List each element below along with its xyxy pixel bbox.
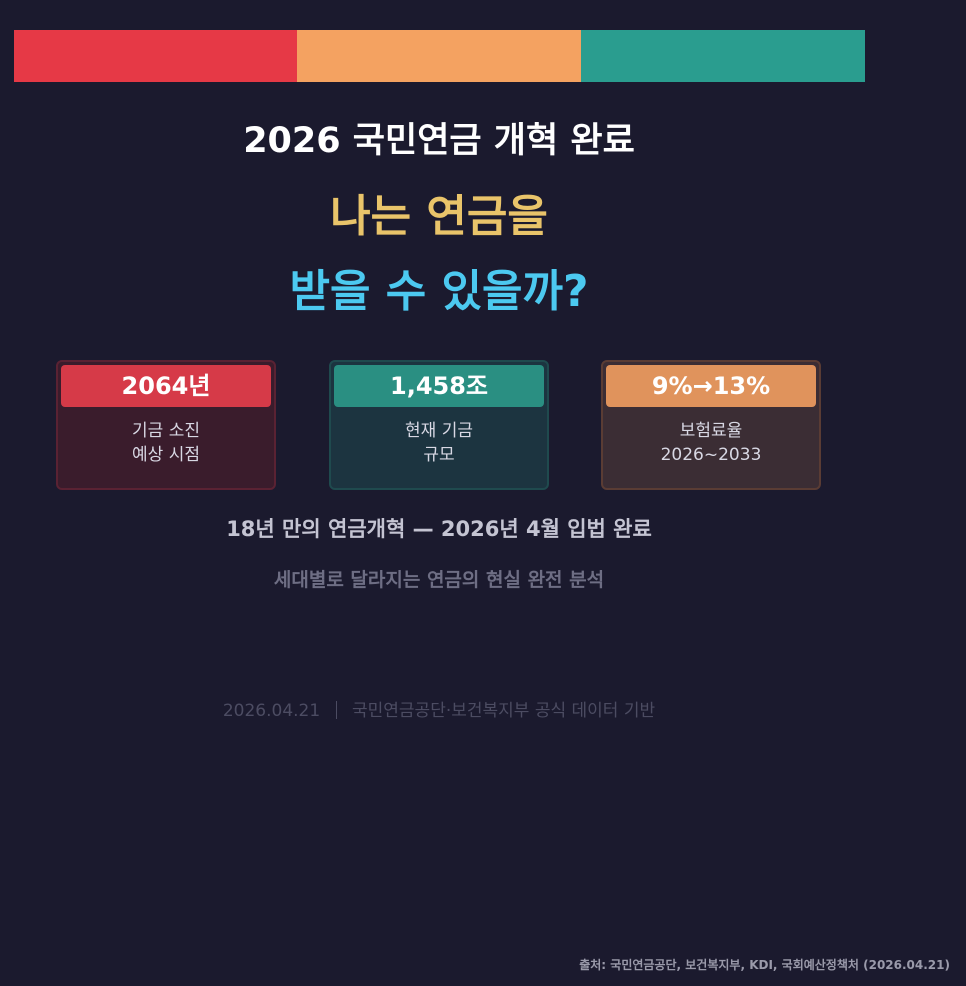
tagline: 세대별로 달라지는 연금의 현실 완전 분석 (273, 569, 605, 591)
card-value: 2064년 (61, 365, 271, 407)
stripe (297, 30, 581, 82)
card: 9%→13% 보험료율 2026~2033 (601, 360, 821, 490)
card-label: 보험료율 2026~2033 (603, 419, 819, 467)
card-value: 9%→13% (606, 365, 816, 407)
footer-date: 2026.04.21 (222, 701, 321, 721)
footer: 2026.04.21 국민연금공단·보건복지부 공식 데이터 기반 (0, 696, 878, 721)
stripe (14, 30, 298, 82)
footer-note: 국민연금공단·보건복지부 공식 데이터 기반 (352, 701, 656, 721)
subtitle: 18년 만의 연금개혁 — 2026년 4월 입법 완료 (226, 517, 652, 541)
title: 2026 국민연금 개혁 완료 (243, 121, 635, 161)
label-line: 기금 소진 (132, 421, 200, 441)
separator (335, 701, 337, 719)
label-line: 예상 시점 (132, 445, 200, 465)
label-line: 2026~2033 (660, 445, 762, 465)
stripe (581, 30, 865, 82)
headline: 나는 연금을 (330, 191, 548, 242)
label-line: 보험료율 (679, 421, 743, 441)
card-value: 1,458조 (334, 365, 544, 407)
source: 출처: 국민연금공단, 보건복지부, KDI, 국회예산정책처 (2026.04… (579, 958, 950, 972)
label-line: 현재 기금 (405, 421, 473, 441)
label-line: 규모 (423, 445, 455, 465)
headline: 받을 수 있을까? (289, 266, 589, 317)
